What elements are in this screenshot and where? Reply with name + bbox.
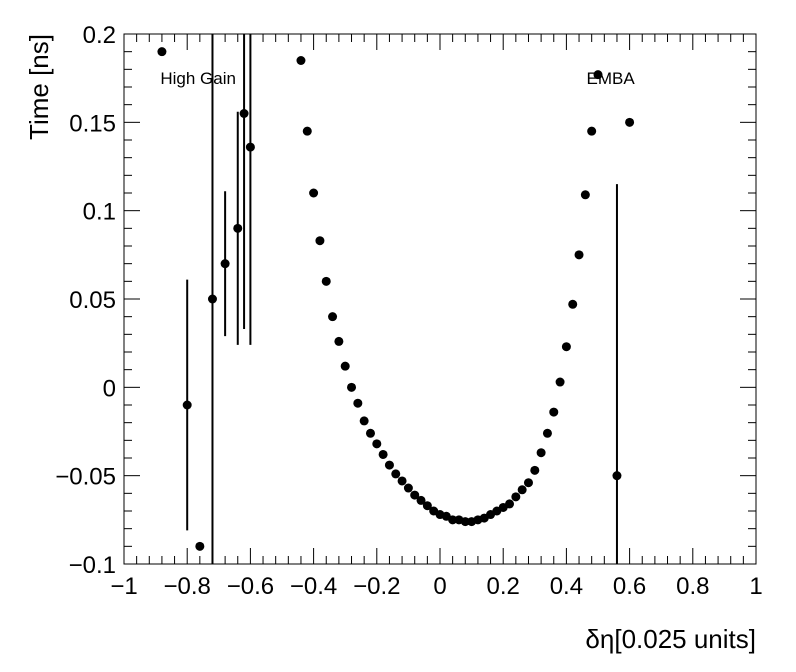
- data-point: [511, 492, 521, 502]
- data-point: [321, 276, 331, 286]
- data-point: [397, 476, 407, 486]
- data-point: [245, 142, 255, 152]
- x-tick-label: −0.4: [290, 573, 337, 600]
- plot-frame: [123, 33, 757, 565]
- data-point: [315, 236, 325, 246]
- data-point: [574, 250, 584, 260]
- annotation-label: EMBA: [587, 69, 636, 88]
- y-tick-label: −0.05: [55, 464, 116, 491]
- data-point: [403, 483, 413, 493]
- x-tick-label: 0: [433, 573, 446, 600]
- data-point: [384, 460, 394, 470]
- data-point: [517, 485, 527, 495]
- y-tick-label: −0.1: [69, 552, 116, 579]
- y-tick-label: 0.05: [69, 287, 116, 314]
- data-point: [625, 117, 635, 127]
- data-point: [182, 400, 192, 410]
- tick-labels: −1 −0.8 −0.6 −0.4 −0.2 0 0.2 0.4 0.6 0.8 1 −0.1 −0.0…: [55, 22, 762, 600]
- data-point: [378, 449, 388, 459]
- data-point: [505, 499, 515, 509]
- x-tick-label: 0.2: [487, 573, 520, 600]
- data-point: [580, 190, 590, 200]
- data-point: [328, 312, 338, 322]
- x-tick-label: −1: [110, 573, 137, 600]
- y-tick-label: 0.15: [69, 110, 116, 137]
- data-point: [555, 377, 565, 387]
- data-point: [549, 407, 559, 417]
- data-point: [530, 465, 540, 475]
- y-tick-label: 0.2: [83, 22, 116, 49]
- y-tick-label: 0.1: [83, 199, 116, 226]
- data-point: [536, 448, 546, 458]
- data-point: [391, 469, 401, 479]
- x-tick-label: 0.4: [550, 573, 583, 600]
- data-point: [448, 515, 458, 525]
- data-point: [372, 439, 382, 449]
- data-point: [353, 398, 363, 408]
- data-point: [365, 428, 375, 438]
- annotations: High Gain EMBA: [160, 69, 635, 88]
- x-tick-label: 0.6: [613, 573, 646, 600]
- data-point: [302, 126, 312, 136]
- data-point: [296, 56, 306, 65]
- data-point: [347, 382, 357, 392]
- x-tick-label: −0.2: [353, 573, 400, 600]
- x-axis-label: δη[0.025 units]: [585, 624, 756, 654]
- data-point: [239, 109, 249, 118]
- x-tick-label: −0.8: [164, 573, 211, 600]
- data-point: [309, 188, 319, 198]
- data-point: [410, 490, 420, 500]
- data-point: [157, 47, 167, 57]
- x-tick-label: 0.8: [676, 573, 709, 600]
- data-point: [542, 428, 552, 438]
- data-point: [334, 336, 344, 346]
- data-point: [233, 223, 243, 233]
- data-point: [207, 294, 217, 304]
- x-tick-label: 1: [749, 573, 762, 600]
- data-point: [195, 541, 205, 551]
- data-point: [561, 342, 571, 352]
- data-point: [523, 478, 533, 488]
- annotation-label: High Gain: [160, 69, 236, 88]
- data-point: [593, 70, 603, 80]
- data-point: [220, 259, 230, 269]
- data-point: [416, 495, 426, 505]
- data-point: [359, 416, 369, 426]
- x-tick-label: −0.6: [227, 573, 274, 600]
- data-point: [612, 471, 622, 481]
- data-points: [157, 47, 635, 551]
- data-point: [460, 517, 470, 527]
- y-tick-label: 0: [103, 375, 116, 402]
- y-axis-label: Time [ns]: [24, 34, 54, 140]
- data-point: [422, 501, 432, 511]
- data-point: [587, 126, 597, 136]
- data-point: [340, 361, 350, 371]
- data-point: [568, 299, 578, 309]
